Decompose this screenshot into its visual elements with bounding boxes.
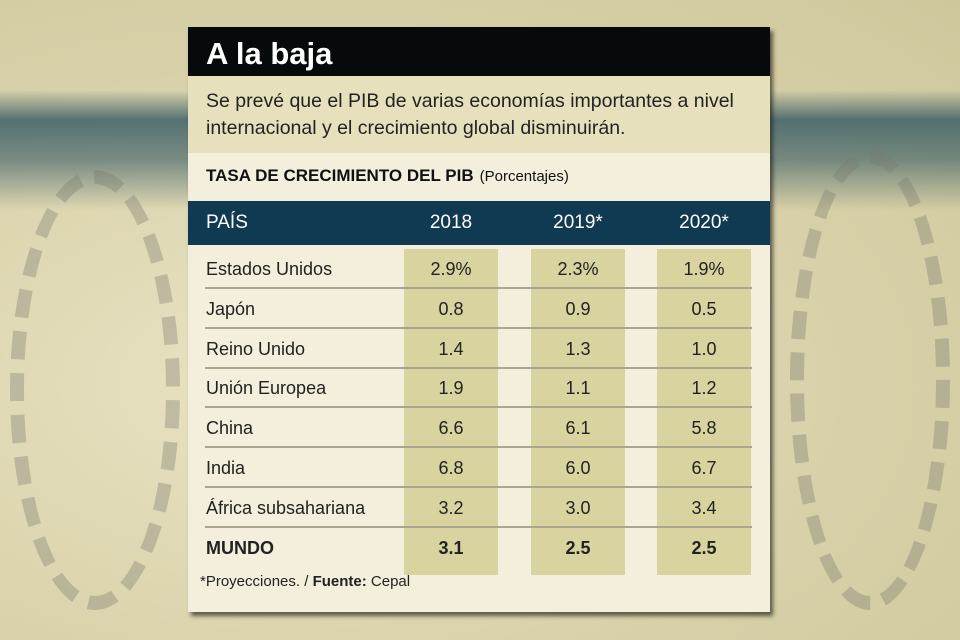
source-name: Cepal: [370, 573, 411, 590]
country-cell: Unión Europea: [206, 378, 327, 399]
row-divider: [205, 406, 752, 409]
value-cell: 6.0: [565, 458, 591, 478]
country-cell: Reino Unido: [206, 338, 306, 359]
header-2018: 2018: [429, 212, 473, 233]
header-2019: 2019*: [553, 212, 603, 233]
background-decoration: [790, 150, 950, 610]
value-cell: 3.2: [438, 497, 464, 518]
value-cell: 1.9: [438, 378, 464, 399]
value-cell: 1.4: [438, 338, 464, 359]
title: A la baja: [188, 27, 770, 76]
value-cell: 1.3: [565, 338, 591, 359]
column-band-2019: [531, 249, 625, 575]
value-cell: 3.4: [691, 497, 717, 518]
country-cell: India: [206, 458, 246, 478]
unit-label: (Porcentajes): [479, 168, 569, 185]
infographic-card: A la baja Se prevé que el PIB de varias …: [188, 27, 770, 612]
footnote-note: *Proyecciones. /: [200, 573, 309, 590]
value-cell: 1.9%: [683, 259, 725, 279]
value-cell: 0.5: [691, 298, 717, 319]
value-cell: 6.1: [565, 418, 591, 439]
value-cell: 6.7: [691, 458, 717, 478]
value-cell: 1.0: [691, 338, 717, 359]
value-cell: 2.3%: [557, 259, 599, 279]
value-cell: 6.6: [438, 418, 464, 439]
value-cell: 2.9%: [430, 259, 472, 279]
row-divider: [205, 326, 752, 329]
header-2020: 2020*: [679, 212, 729, 233]
table-header: PAÍS 2018 2019* 2020*: [188, 201, 770, 245]
value-cell: 3.1: [438, 537, 464, 558]
country-cell: MUNDO: [206, 537, 274, 558]
value-cell: 1.1: [565, 378, 591, 399]
table-row: MUNDO 3.1 2.5 2.5: [188, 528, 770, 568]
header-country: PAÍS: [206, 212, 248, 233]
table-row: Japón 0.8 0.9 0.5: [188, 289, 770, 329]
value-cell: 5.8: [691, 418, 717, 439]
row-divider: [205, 486, 752, 488]
value-cell: 1.2: [691, 378, 717, 399]
table-title: TASA DE CRECIMIENTO DEL PIB (Porcentajes): [206, 166, 569, 186]
table-title-text: TASA DE CRECIMIENTO DEL PIB: [206, 166, 474, 185]
row-divider: [205, 366, 752, 369]
value-cell: 0.9: [565, 298, 591, 319]
source-label: Fuente:: [312, 573, 367, 590]
row-divider: [205, 446, 752, 449]
table-row: China 6.6 6.1 5.8: [188, 408, 770, 449]
table-row: Unión Europea 1.9 1.1 1.2: [188, 368, 770, 409]
row-divider: [205, 525, 752, 528]
country-cell: Japón: [206, 298, 256, 319]
value-cell: 2.5: [565, 537, 591, 558]
value-cell: 0.8: [438, 298, 464, 319]
country-cell: África subsahariana: [206, 497, 366, 518]
country-cell: Estados Unidos: [206, 259, 333, 279]
table-row: Estados Unidos 2.9% 2.3% 1.9%: [188, 249, 770, 289]
table-row: Reino Unido 1.4 1.3 1.0: [188, 329, 770, 369]
value-cell: 6.8: [438, 458, 464, 478]
footnote: *Proyecciones. / Fuente: Cepal: [200, 573, 410, 590]
country-cell: China: [206, 418, 254, 439]
value-cell: 2.5: [691, 537, 717, 558]
column-band-2020: [657, 249, 751, 575]
description: Se prevé que el PIB de varias economías …: [188, 76, 770, 153]
background-decoration: [10, 170, 180, 610]
table-row: África subsahariana 3.2 3.0 3.4: [188, 488, 770, 528]
value-cell: 3.0: [565, 497, 591, 518]
column-band-2018: [404, 249, 498, 575]
table-row: India 6.8 6.0 6.7: [188, 448, 770, 488]
row-divider: [205, 287, 752, 289]
